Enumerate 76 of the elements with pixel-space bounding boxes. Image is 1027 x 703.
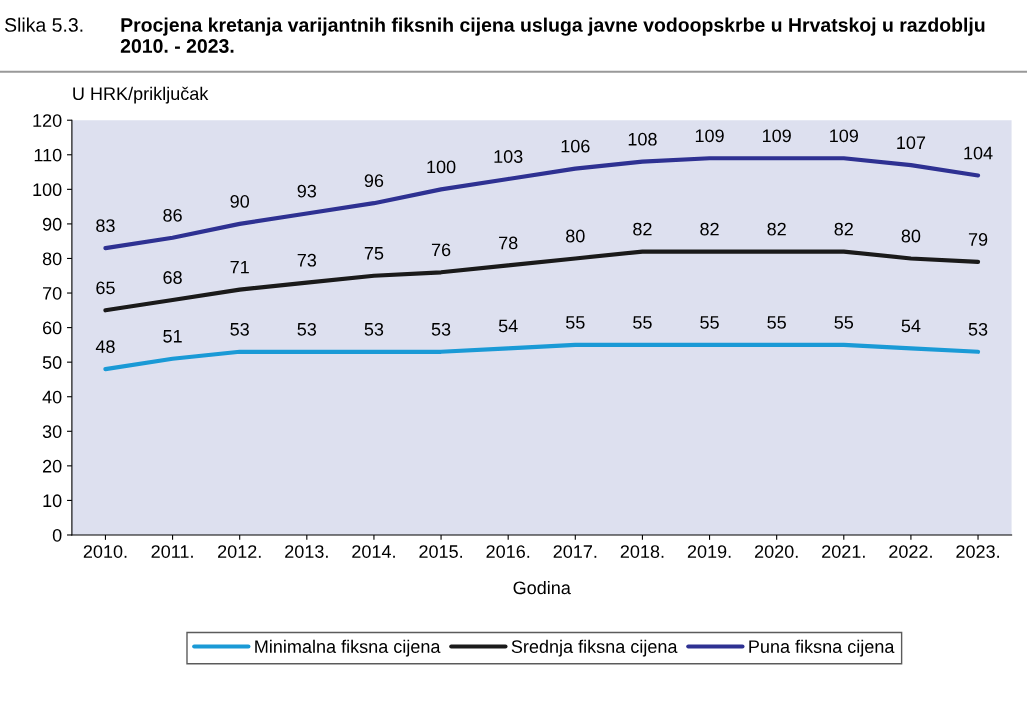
- chart-subtitle: Procjena kretanja varijantnih fiksnih cijena usluga javne vodoopskrbe u Hrvatskoj u razdoblju 2010. - 2023.: [120, 17, 985, 53]
- y-tick-label: 60: [43, 321, 62, 335]
- data-label: 53: [431, 322, 451, 336]
- data-label: 82: [633, 222, 652, 236]
- data-label: 82: [767, 222, 786, 236]
- data-label: 83: [96, 219, 115, 233]
- y-tick-label: 80: [42, 252, 62, 266]
- data-label: 86: [163, 208, 182, 222]
- data-label: 73: [297, 253, 317, 267]
- y-tick-label: 70: [43, 286, 62, 300]
- chart-title: Slika 5.3.: [4, 17, 83, 32]
- x-tick-label: 2020.: [754, 545, 798, 558]
- legend-label: Srednja fiksna cijena: [511, 639, 678, 657]
- data-label: 82: [700, 222, 719, 236]
- x-axis-title: Godina: [513, 580, 571, 595]
- y-tick-label: 10: [43, 494, 62, 508]
- x-tick-label: 2019.: [687, 545, 731, 558]
- data-label: 78: [499, 236, 518, 250]
- y-tick-label: 110: [34, 148, 62, 162]
- data-label: 71: [230, 260, 249, 274]
- legend-label: Puna fiksna cijena: [749, 639, 895, 657]
- data-label: 109: [762, 129, 791, 143]
- y-tick-label: 120: [33, 114, 62, 127]
- x-tick-label: 2013.: [285, 545, 328, 558]
- data-label: 104: [964, 146, 993, 160]
- data-label: 108: [628, 132, 657, 146]
- data-label: 55: [565, 316, 585, 329]
- data-label: 65: [96, 281, 115, 295]
- data-label: 109: [830, 129, 858, 143]
- data-label: 55: [700, 316, 719, 329]
- x-tick-label: 2015.: [419, 545, 463, 558]
- data-label: 80: [901, 229, 921, 243]
- data-label: 96: [364, 174, 384, 188]
- data-label: 93: [297, 184, 317, 198]
- x-tick-label: 2014.: [352, 545, 395, 558]
- data-label: 103: [494, 150, 523, 163]
- y-axis-title: U HRK/priključak: [73, 86, 209, 104]
- data-label: 75: [364, 247, 384, 260]
- data-label: 79: [968, 233, 988, 246]
- y-tick-label: 90: [42, 217, 62, 231]
- x-tick-label: 2017.: [553, 545, 597, 558]
- data-label: 106: [561, 139, 590, 153]
- data-label: 53: [968, 322, 988, 336]
- data-label: 55: [633, 316, 652, 329]
- data-label: 90: [230, 195, 250, 208]
- x-tick-label: 2022.: [889, 545, 932, 558]
- data-label: 48: [95, 340, 115, 354]
- x-tick-label: 2010.: [83, 545, 127, 558]
- data-label: 53: [364, 322, 384, 336]
- y-tick-label: 40: [42, 390, 62, 404]
- y-tick-label: 30: [42, 425, 62, 439]
- data-label: 76: [431, 243, 451, 257]
- data-label: 54: [901, 319, 921, 333]
- y-tick-label: 20: [43, 459, 62, 473]
- data-label: 109: [695, 129, 724, 143]
- data-label: 68: [163, 271, 182, 284]
- legend-label: Minimalna fiksna cijena: [255, 639, 441, 657]
- x-tick-label: 2012.: [218, 545, 261, 558]
- y-tick-label: 50: [42, 356, 62, 369]
- y-tick-label: 0: [52, 528, 62, 542]
- data-label: 107: [897, 136, 926, 150]
- x-tick-label: 2011.: [151, 545, 193, 558]
- data-label: 51: [163, 330, 182, 343]
- data-label: 54: [498, 319, 518, 333]
- x-tick-label: 2021.: [822, 545, 865, 558]
- x-tick-label: 2023.: [956, 545, 999, 558]
- data-label: 55: [767, 316, 786, 329]
- data-label: 55: [834, 316, 854, 329]
- x-tick-label: 2016.: [486, 545, 530, 558]
- data-label: 100: [427, 160, 456, 174]
- data-label: 80: [566, 229, 585, 243]
- data-label: 53: [297, 322, 317, 336]
- data-label: 53: [230, 322, 249, 336]
- x-tick-label: 2018.: [620, 545, 664, 558]
- y-tick-label: 100: [33, 183, 62, 197]
- data-label: 82: [834, 222, 853, 236]
